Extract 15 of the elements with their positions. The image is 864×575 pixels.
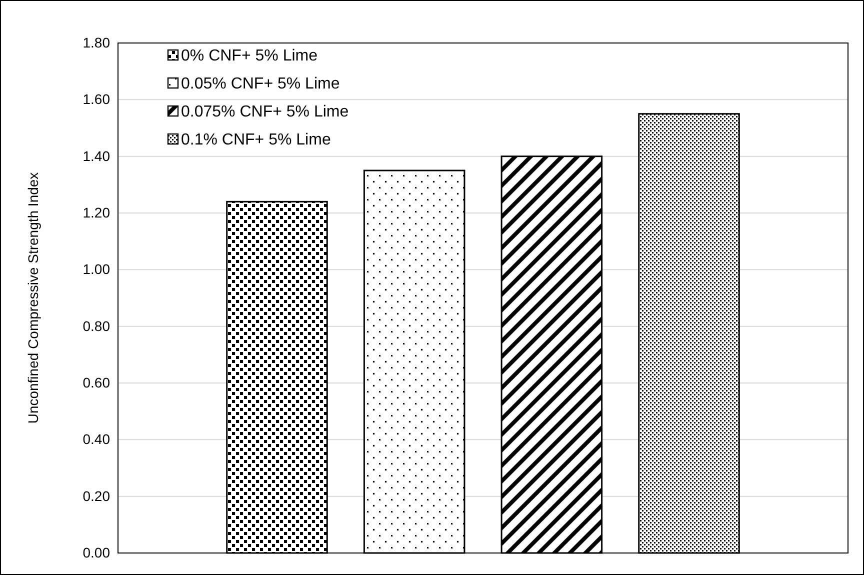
- y-tick-label: 0.00: [82, 544, 110, 560]
- y-tick-label: 0.80: [82, 318, 110, 334]
- y-tick-label: 1.20: [82, 204, 110, 220]
- legend-label: 0.075% CNF+ 5% Lime: [181, 104, 349, 120]
- y-tick-label: 0.20: [82, 488, 110, 504]
- legend-label: 0% CNF+ 5% Lime: [181, 48, 318, 64]
- y-tick-label: 1.60: [82, 91, 110, 108]
- y-tick-label: 0.60: [82, 374, 110, 390]
- y-tick-label: 1.40: [82, 148, 110, 164]
- y-tick-label: 1.00: [82, 261, 110, 278]
- y-tick-label: 0.40: [82, 431, 110, 448]
- legend-label: 0.1% CNF+ 5% Lime: [181, 132, 331, 148]
- legend-label: 0.05% CNF+ 5% Lime: [181, 76, 340, 92]
- y-tick-label: 1.80: [82, 34, 110, 50]
- y-axis-title: Unconfined Compressive Strength Index: [25, 172, 41, 424]
